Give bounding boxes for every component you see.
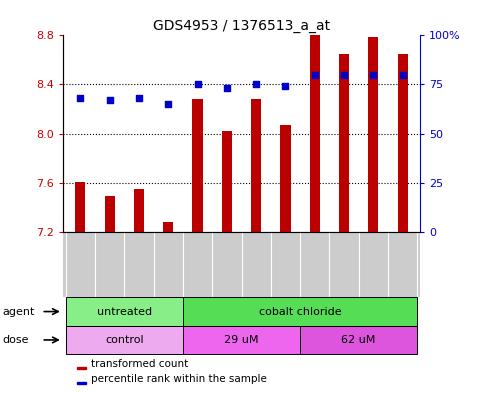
Point [76,95,84,101]
Text: 29 uM: 29 uM [224,335,259,345]
Bar [280,125,291,232]
Point [194,81,201,88]
Bar [66,326,183,354]
Point [399,72,407,78]
Bar [183,298,417,326]
Bar [251,99,261,232]
Point [106,97,114,103]
Point [223,85,231,92]
Point [369,72,377,78]
Bar [77,382,86,384]
Bar [66,298,183,326]
Text: 62 uM: 62 uM [341,335,376,345]
Text: control: control [105,335,143,345]
Bar [368,37,379,232]
Bar [134,189,144,232]
Text: agent: agent [2,307,35,317]
Bar [300,326,417,354]
Text: dose: dose [2,335,29,345]
Text: percentile rank within the sample: percentile rank within the sample [91,374,267,384]
Point [164,101,172,107]
Bar [75,182,85,232]
Title: GDS4953 / 1376513_a_at: GDS4953 / 1376513_a_at [153,19,330,33]
Point [311,72,319,78]
Bar [192,99,203,232]
Point [252,81,260,88]
Point [135,95,143,101]
Bar [398,54,408,232]
Bar [163,222,173,232]
Bar [104,196,115,232]
Text: transformed count: transformed count [91,359,188,369]
Point [282,83,289,90]
Text: cobalt chloride: cobalt chloride [259,307,341,317]
Point [340,72,348,78]
Bar [183,326,300,354]
Bar [310,35,320,232]
Bar [77,367,86,369]
Text: untreated: untreated [97,307,152,317]
Bar [222,131,232,232]
Bar [339,54,349,232]
